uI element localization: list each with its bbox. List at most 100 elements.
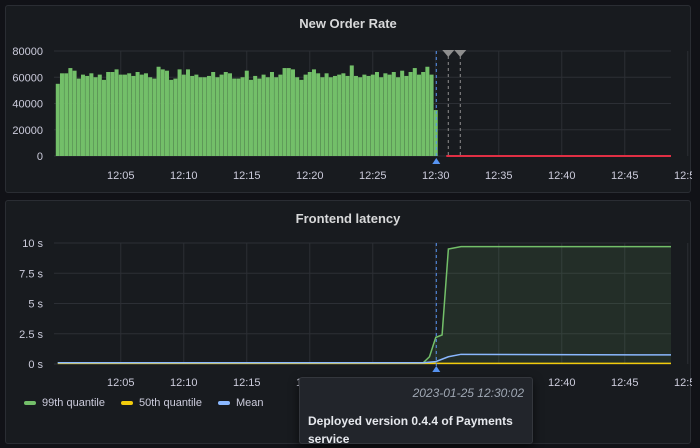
bar [127,73,132,156]
bar [395,77,400,156]
panel-title[interactable]: Frontend latency [295,211,401,226]
bar [93,77,98,156]
bar [295,77,300,156]
bar [307,72,312,156]
panel-title[interactable]: New Order Rate [299,16,397,31]
bar [345,75,350,156]
bar [416,74,421,156]
legend-item[interactable]: 99th quantile [24,397,105,409]
legend-label: Mean [236,397,264,409]
bar [219,74,224,156]
y-tick-label: 80000 [12,46,43,58]
bar [202,77,207,156]
annotation-tooltip: 2023-01-25 12:30:02 Deployed version 0.4… [299,377,533,446]
bar [332,75,337,156]
bar [425,66,430,156]
x-tick-label: 12:05 [107,170,135,182]
y-tick-label: 2.5 s [19,329,43,341]
bar [190,75,195,156]
annotation-marker-icon [432,158,441,164]
order-rate-chart: 0 20000 40000 60000 80000 12:05 12:10 12:15 12:2… [12,46,692,182]
bar [89,73,94,156]
bar [198,77,203,156]
bar [227,73,232,156]
bar [244,70,249,156]
bar [400,70,405,156]
bar [101,79,106,156]
bar [55,83,60,156]
bar [68,68,73,156]
legend-swatch [121,401,133,405]
legend-item[interactable]: 50th quantile [121,397,202,409]
bar [106,72,111,156]
bar [135,72,140,156]
bar [80,74,85,156]
legend-item[interactable]: Mean [218,397,264,409]
bar [311,69,316,156]
legend-label: 99th quantile [42,397,105,409]
y-tick-label: 0 s [28,359,43,371]
bar [341,73,346,156]
bar [374,72,379,156]
y-tick-label: 40000 [12,99,43,111]
bar [169,79,174,156]
bar [206,75,211,156]
y-tick-label: 0 [37,151,43,163]
bar [349,65,354,156]
bar [353,75,358,156]
x-tick-label: 12:30 [422,170,450,182]
bar [286,68,291,156]
bar [122,74,127,156]
bar [160,69,165,156]
bar [215,77,220,156]
y-tick-label: 7.5 s [19,268,43,280]
bar [85,75,90,156]
bar [131,75,136,156]
bar [370,74,375,156]
bar [429,74,434,156]
bar [337,74,342,156]
bar [257,78,262,156]
y-tick-label: 5 s [28,299,43,311]
bar [139,74,144,156]
bar [97,74,102,156]
y-tick-label: 10 s [22,238,43,250]
bar [278,74,283,156]
annotation-marker-icon [454,50,467,57]
series-line [57,353,672,364]
y-tick-label: 20000 [12,125,43,137]
bar [118,74,123,156]
bar [194,74,199,156]
bar [324,73,329,156]
bar [328,77,333,156]
legend: 99th quantile 50th quantile Mean [24,397,264,409]
bar [148,77,153,156]
bar [59,73,64,156]
bar [320,77,325,156]
bar [110,72,115,156]
x-tick-label: 12:10 [170,377,198,389]
x-tick-label: 12:10 [170,170,198,182]
bar [164,70,169,156]
x-tick-label: 12:35 [485,170,513,182]
series-area [57,246,671,364]
bar [143,73,148,156]
bar [156,66,161,156]
bar [366,75,371,156]
bar [76,78,81,156]
bar [72,70,77,156]
bar [421,72,426,156]
x-tick-label: 12:50 [674,377,692,389]
bar [185,69,190,156]
x-tick-label: 12:20 [296,170,324,182]
bar [211,72,216,156]
annotation-marker-icon [432,366,441,372]
annotation-time: 2023-01-25 12:30:02 [412,386,524,400]
annotation-text: Deployed version 0.4.4 of Payments servi… [308,414,513,446]
panel-new-order-rate[interactable]: New Order Rate 0 20000 40000 60000 80000 12:0… [5,5,692,193]
bar [64,73,69,156]
x-tick-label: 12:45 [611,170,639,182]
x-tick-label: 12:45 [611,377,639,389]
x-tick-label: 12:40 [548,377,576,389]
bar [253,75,258,156]
